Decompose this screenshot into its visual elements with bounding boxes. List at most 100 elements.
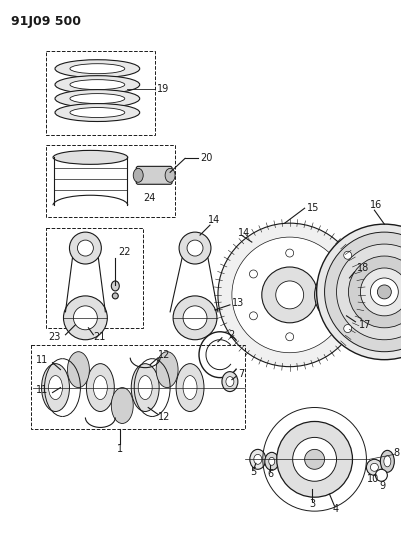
Bar (45, 228, 143, 328)
Circle shape (276, 422, 352, 497)
Text: 3: 3 (309, 499, 315, 509)
Ellipse shape (156, 352, 178, 387)
Text: 4: 4 (332, 504, 338, 514)
Ellipse shape (112, 293, 118, 299)
Ellipse shape (383, 456, 390, 467)
Circle shape (69, 232, 101, 264)
Circle shape (377, 285, 390, 299)
Ellipse shape (86, 364, 114, 411)
Ellipse shape (165, 168, 175, 182)
Text: 5: 5 (249, 467, 255, 477)
Ellipse shape (176, 364, 203, 411)
Bar (45, 51, 155, 135)
Circle shape (249, 270, 257, 278)
Ellipse shape (138, 376, 152, 400)
Text: 19: 19 (157, 84, 169, 94)
Text: 20: 20 (200, 154, 212, 164)
Circle shape (231, 237, 346, 353)
Text: 15: 15 (306, 203, 318, 213)
Ellipse shape (182, 376, 196, 400)
Ellipse shape (264, 453, 278, 470)
Text: 11: 11 (35, 385, 48, 394)
Text: 2: 2 (227, 330, 233, 340)
Circle shape (186, 240, 203, 256)
Ellipse shape (67, 352, 89, 387)
Circle shape (321, 270, 329, 278)
Ellipse shape (49, 376, 62, 400)
Circle shape (366, 459, 381, 475)
FancyBboxPatch shape (136, 166, 172, 184)
Circle shape (249, 312, 257, 320)
Ellipse shape (70, 64, 124, 74)
Text: 8: 8 (392, 448, 399, 458)
Circle shape (275, 281, 303, 309)
Ellipse shape (249, 449, 265, 469)
Text: 14: 14 (207, 215, 220, 225)
Ellipse shape (253, 454, 261, 464)
Ellipse shape (55, 90, 140, 108)
Circle shape (285, 249, 293, 257)
Circle shape (73, 306, 97, 330)
Circle shape (314, 265, 373, 325)
Circle shape (336, 244, 401, 340)
Circle shape (77, 240, 93, 256)
Circle shape (369, 278, 397, 306)
Text: 18: 18 (356, 263, 368, 273)
Text: 91J09 500: 91J09 500 (11, 15, 81, 28)
Circle shape (326, 277, 362, 313)
Text: 22: 22 (118, 247, 130, 257)
Circle shape (217, 223, 360, 367)
Circle shape (375, 469, 387, 481)
Circle shape (360, 268, 401, 316)
Text: 14: 14 (237, 228, 249, 238)
Circle shape (173, 296, 217, 340)
Ellipse shape (379, 450, 393, 472)
Circle shape (334, 285, 354, 305)
Ellipse shape (111, 387, 133, 423)
Ellipse shape (111, 281, 119, 291)
Text: 7: 7 (237, 369, 243, 378)
Ellipse shape (268, 457, 274, 465)
Text: 17: 17 (358, 320, 371, 330)
Circle shape (321, 312, 329, 320)
Text: 12: 12 (158, 413, 170, 423)
Text: 6: 6 (267, 469, 273, 479)
Text: 16: 16 (369, 200, 382, 210)
Ellipse shape (225, 377, 233, 386)
Text: 9: 9 (379, 481, 385, 491)
Ellipse shape (131, 364, 159, 411)
Bar (30, 345, 244, 430)
Ellipse shape (41, 364, 69, 411)
Circle shape (285, 333, 293, 341)
Ellipse shape (221, 372, 237, 392)
Text: 24: 24 (143, 193, 155, 203)
Text: 11: 11 (35, 354, 48, 365)
Circle shape (304, 449, 324, 469)
Circle shape (182, 306, 207, 330)
Circle shape (292, 438, 336, 481)
Circle shape (343, 251, 351, 259)
Ellipse shape (53, 150, 128, 164)
Ellipse shape (70, 108, 124, 117)
Ellipse shape (70, 79, 124, 90)
Text: 12: 12 (158, 350, 170, 360)
Text: 23: 23 (49, 332, 61, 342)
Circle shape (369, 463, 377, 471)
Circle shape (178, 232, 211, 264)
Ellipse shape (55, 76, 140, 94)
Circle shape (316, 224, 401, 360)
Ellipse shape (133, 168, 143, 182)
Circle shape (324, 232, 401, 352)
Ellipse shape (55, 103, 140, 122)
Circle shape (343, 325, 351, 333)
Text: 21: 21 (93, 332, 105, 342)
Circle shape (261, 267, 317, 323)
Ellipse shape (55, 60, 140, 78)
Bar (45, 146, 175, 217)
Text: 13: 13 (231, 298, 243, 308)
Circle shape (63, 296, 107, 340)
Text: 1: 1 (117, 445, 123, 454)
Ellipse shape (93, 376, 107, 400)
Ellipse shape (70, 94, 124, 103)
Text: 10: 10 (367, 474, 379, 484)
